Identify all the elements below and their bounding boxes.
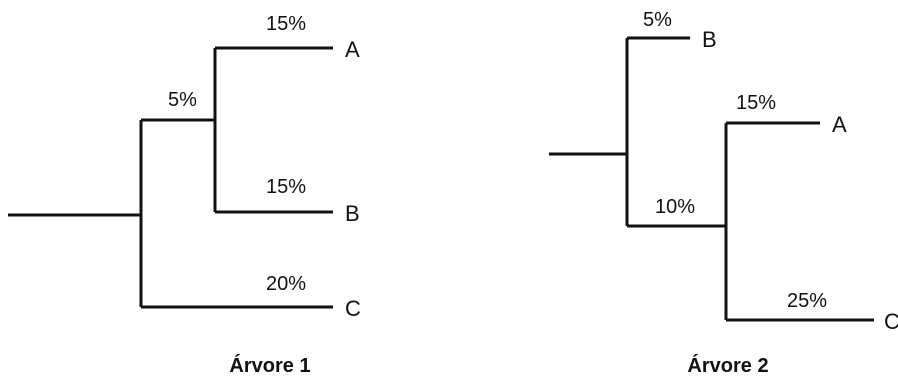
tree-1-leaf-b: B <box>345 201 360 226</box>
tree-2-leaf-c: C <box>884 309 898 334</box>
tree-2: 5% 10% 15% 25% B A C Árvore 2 <box>549 9 898 377</box>
tree-2-caption: Árvore 2 <box>687 354 768 377</box>
tree-1-label-b: 15% <box>266 176 306 198</box>
tree-2-leaf-b: B <box>702 27 717 52</box>
tree-2-leaf-a: A <box>832 112 847 137</box>
tree-1-label-internal: 5% <box>168 89 197 111</box>
tree-1-leaf-a: A <box>345 37 360 62</box>
tree-2-label-c: 25% <box>787 290 827 312</box>
tree-1: 5% 15% 15% 20% A B C Árvore 1 <box>8 13 361 377</box>
tree-2-label-a: 15% <box>736 92 776 114</box>
tree-1-leaf-c: C <box>345 296 361 321</box>
tree-1-label-c: 20% <box>266 273 306 295</box>
tree-1-label-a: 15% <box>266 13 306 35</box>
tree-1-caption: Árvore 1 <box>229 354 310 377</box>
tree-2-label-internal: 10% <box>655 196 695 218</box>
tree-2-label-b: 5% <box>643 9 672 31</box>
